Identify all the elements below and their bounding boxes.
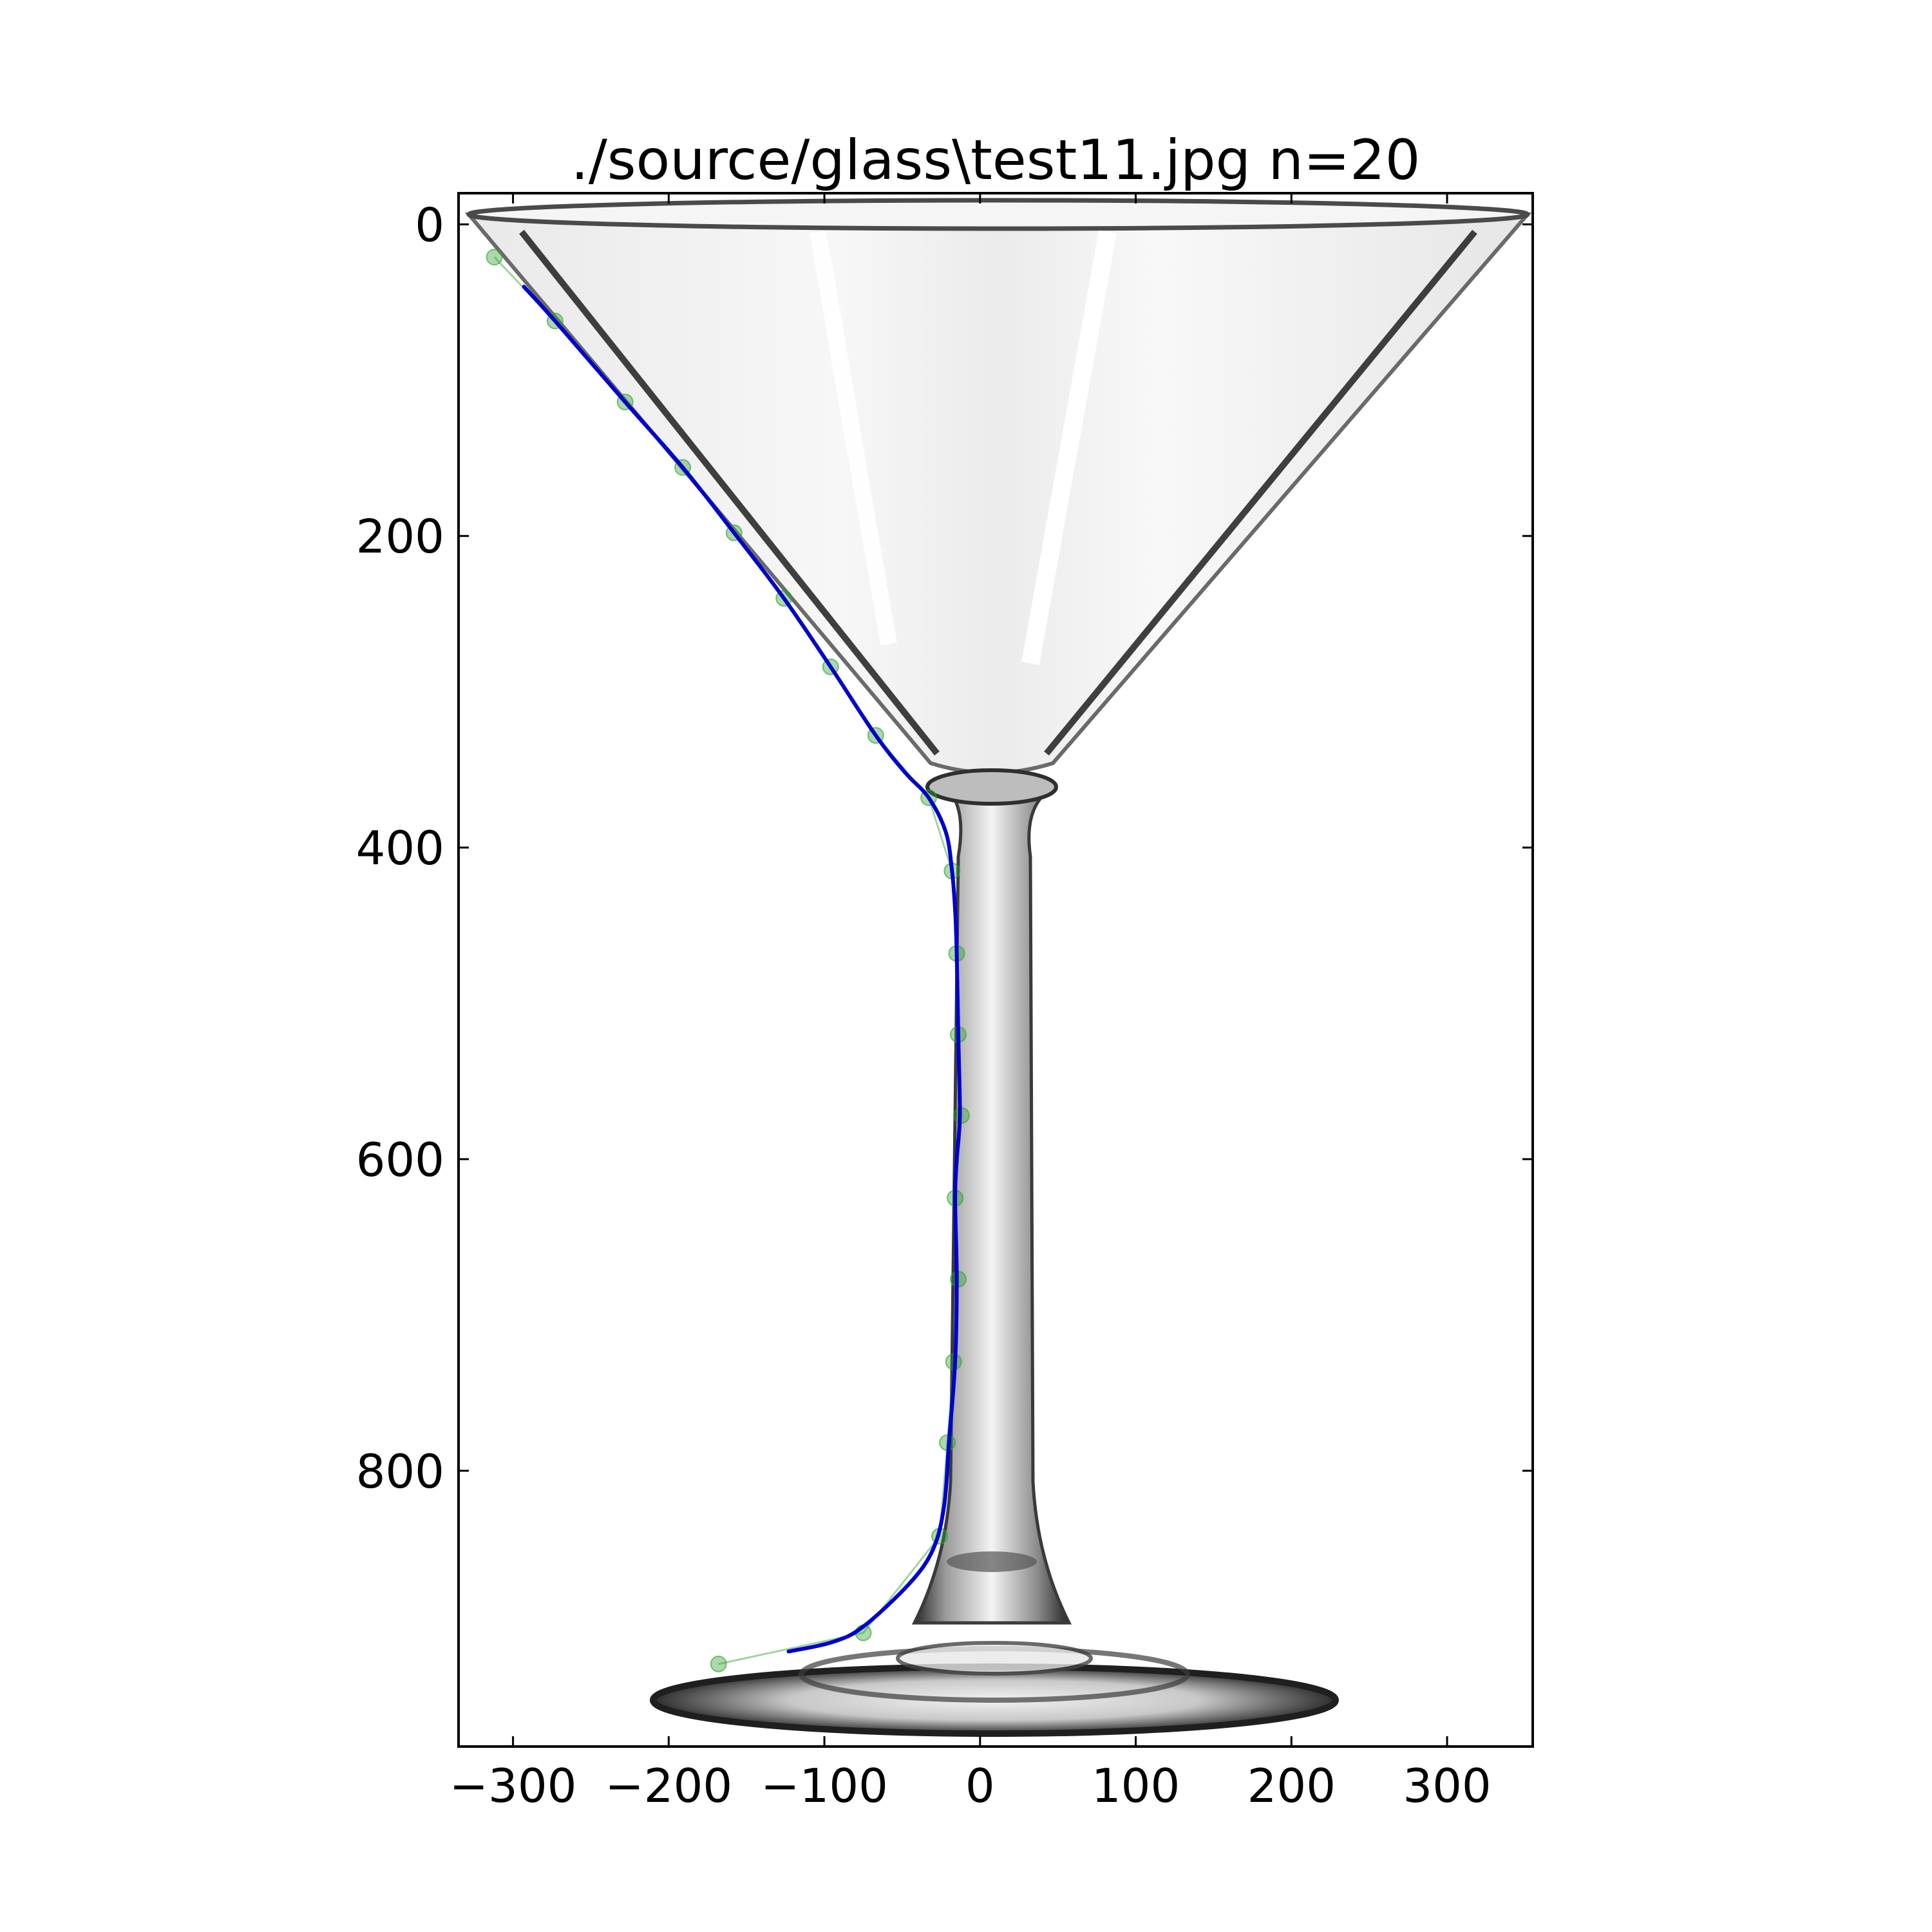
fitted-curve-layer	[522, 285, 962, 1654]
y-tick-label: 200	[356, 509, 444, 564]
y-tick-label: 600	[356, 1133, 444, 1187]
x-tick-label: −100	[761, 1759, 888, 1813]
x-tick-label: 200	[1247, 1759, 1336, 1813]
x-tick-label: −200	[605, 1759, 732, 1813]
control-point-20	[710, 1655, 727, 1672]
axes-frame	[457, 192, 1534, 1748]
fitted-curve	[522, 285, 962, 1654]
chart-title: ./source/glass\test11.jpg n=20	[571, 128, 1421, 193]
x-tick-label: 0	[965, 1759, 995, 1813]
x-tick-label: 100	[1092, 1759, 1180, 1813]
control-point-1	[486, 249, 503, 266]
x-tick-label: 300	[1403, 1759, 1491, 1813]
x-tick-label: −300	[450, 1759, 577, 1813]
y-tick-label: 800	[356, 1444, 444, 1499]
y-tick-label: 400	[356, 821, 444, 875]
y-tick-label: 0	[415, 198, 444, 252]
x-axis-ticks: −300 −200 −100 0 100 200 300	[450, 193, 1492, 1813]
y-axis-ticks: 0 200 400 600 800	[356, 198, 1533, 1499]
